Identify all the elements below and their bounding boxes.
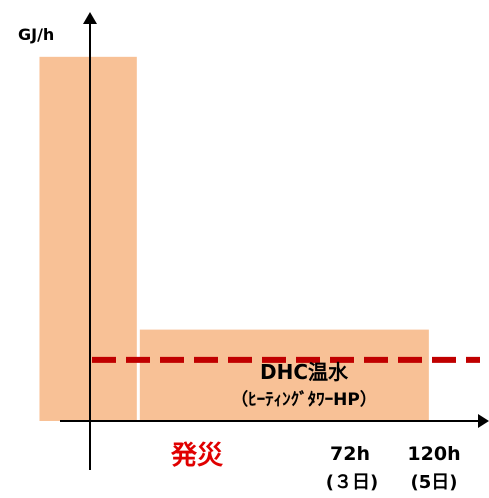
annotation-line1: DHC温水: [260, 360, 349, 384]
bar-post-disaster: [139, 329, 429, 421]
x-tick-label: 72h: [330, 443, 370, 465]
bars: [39, 56, 429, 421]
bar-pre-disaster: [39, 56, 137, 421]
x-tick-sublabel: (5日): [411, 472, 458, 493]
event-label: 発災: [170, 441, 224, 471]
x-axis-arrow-icon: [478, 414, 489, 428]
annotation-line2: （ﾋｰﾃｨﾝｸﾞﾀﾜｰHP）: [231, 389, 377, 410]
y-axis-arrow-icon: [83, 12, 97, 24]
y-axis-label: GJ/h: [18, 25, 54, 44]
x-tick-label: 120h: [407, 443, 460, 465]
x-tick-sublabel: (３日): [326, 472, 378, 493]
